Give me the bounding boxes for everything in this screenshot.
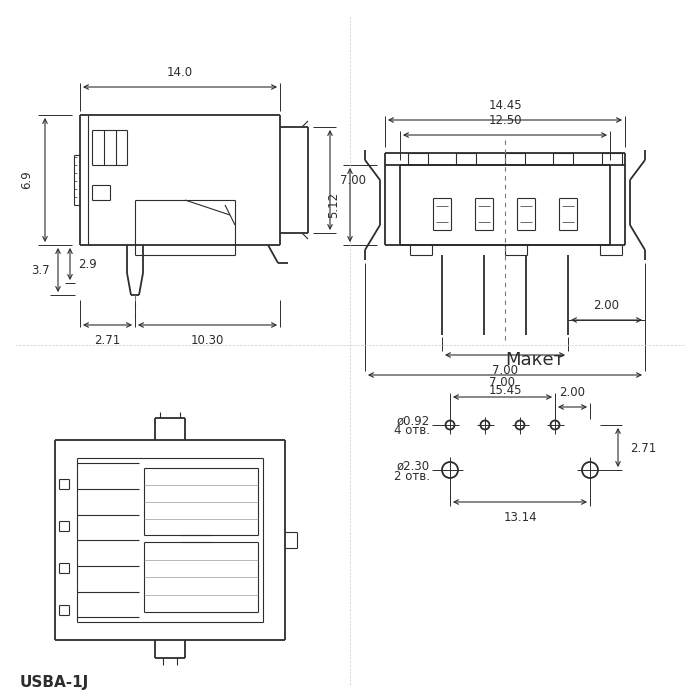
Text: 2.71: 2.71 <box>94 334 120 347</box>
Text: 14.45: 14.45 <box>488 99 522 112</box>
Text: 2 отв.: 2 отв. <box>394 470 430 482</box>
Text: Макет: Макет <box>505 351 564 369</box>
Text: 7.00: 7.00 <box>340 174 366 186</box>
Text: 14.0: 14.0 <box>167 66 193 79</box>
Text: 4 отв.: 4 отв. <box>394 424 430 438</box>
Text: 3.7: 3.7 <box>32 263 50 276</box>
Text: 6.9: 6.9 <box>20 171 33 190</box>
Text: 2.71: 2.71 <box>630 442 657 454</box>
Text: USBA-1J: USBA-1J <box>20 675 90 690</box>
Text: 13.14: 13.14 <box>503 511 537 524</box>
Text: 15.45: 15.45 <box>489 384 522 397</box>
Text: 7.00: 7.00 <box>489 376 515 389</box>
Text: 5.12: 5.12 <box>327 192 340 218</box>
Text: 2.9: 2.9 <box>78 258 97 270</box>
Text: ø2.30: ø2.30 <box>397 459 430 473</box>
Text: ø0.92: ø0.92 <box>397 414 430 428</box>
Text: 2.00: 2.00 <box>594 299 620 312</box>
Text: 10.30: 10.30 <box>191 334 224 347</box>
Text: 12.50: 12.50 <box>489 114 522 127</box>
Text: 2.00: 2.00 <box>559 386 585 399</box>
Text: 7.00: 7.00 <box>492 364 518 377</box>
